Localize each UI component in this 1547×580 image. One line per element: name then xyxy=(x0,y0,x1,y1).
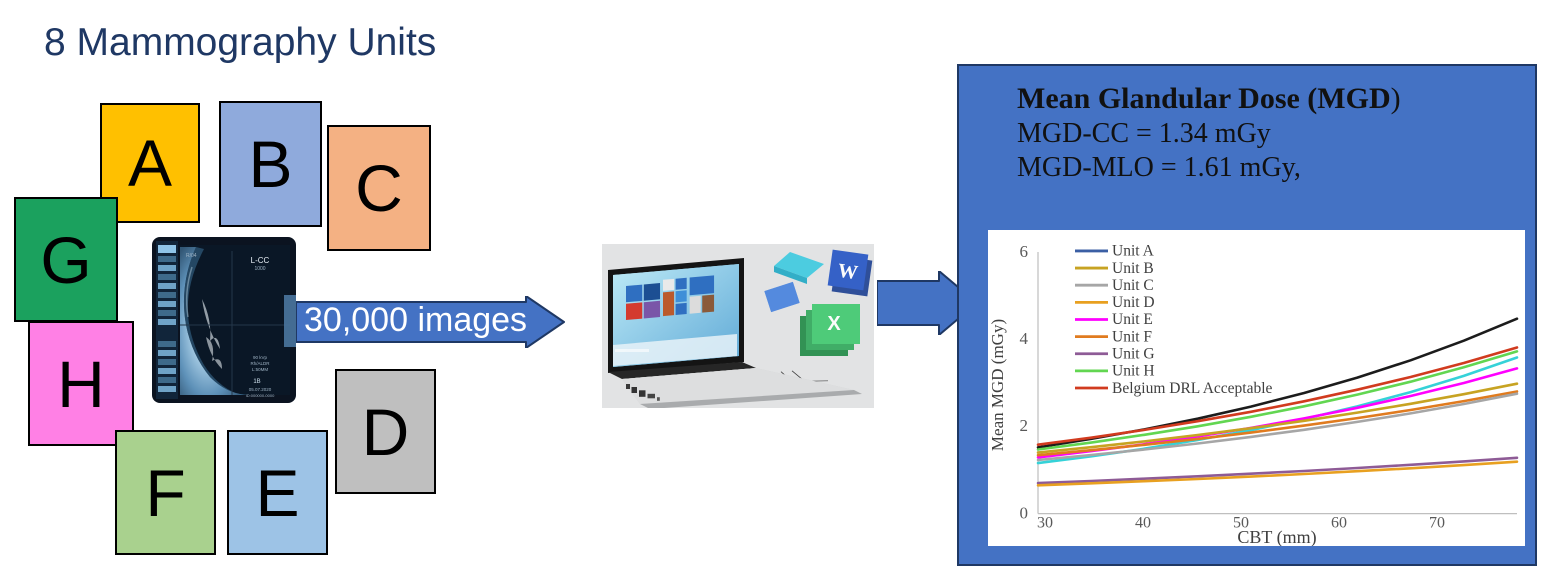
svg-text:40: 40 xyxy=(1135,515,1151,532)
svg-text:ID:000000-0000: ID:000000-0000 xyxy=(246,393,275,398)
svg-text:Mean MGD (mGy): Mean MGD (mGy) xyxy=(988,319,1007,451)
svg-text:30: 30 xyxy=(1037,515,1053,532)
svg-text:Unit B: Unit B xyxy=(1112,260,1154,277)
svg-text:L-CC: L-CC xyxy=(251,256,270,265)
svg-text:Belgium DRL Acceptable: Belgium DRL Acceptable xyxy=(1112,380,1273,397)
svg-text:Rh/ALDR: Rh/ALDR xyxy=(250,361,270,366)
svg-text:W: W xyxy=(836,260,859,285)
svg-text:Unit F: Unit F xyxy=(1112,328,1152,345)
svg-text:0: 0 xyxy=(1020,503,1029,522)
svg-text:Unit H: Unit H xyxy=(1112,363,1155,380)
svg-text:X: X xyxy=(827,313,841,335)
svg-text:1000: 1000 xyxy=(254,266,265,272)
svg-text:CBT (mm): CBT (mm) xyxy=(1237,527,1316,546)
svg-text:05.07.2020: 05.07.2020 xyxy=(249,387,272,392)
svg-text:2: 2 xyxy=(1020,416,1029,435)
svg-text:6: 6 xyxy=(1020,242,1029,261)
svg-text:Unit G: Unit G xyxy=(1112,345,1155,362)
svg-text:Unit D: Unit D xyxy=(1112,294,1155,311)
svg-text:Unit C: Unit C xyxy=(1112,277,1154,294)
svg-text:70: 70 xyxy=(1429,515,1445,532)
svg-text:30,000 images: 30,000 images xyxy=(304,301,527,339)
svg-text:90 kVp: 90 kVp xyxy=(253,355,268,360)
svg-text:R/04: R/04 xyxy=(186,253,197,259)
svg-text:4: 4 xyxy=(1020,329,1029,348)
svg-text:1B: 1B xyxy=(253,379,260,385)
svg-text:60: 60 xyxy=(1331,515,1347,532)
svg-text:Unit E: Unit E xyxy=(1112,311,1153,328)
svg-text:Unit A: Unit A xyxy=(1112,243,1155,260)
svg-text:L:50MM: L:50MM xyxy=(252,367,269,372)
